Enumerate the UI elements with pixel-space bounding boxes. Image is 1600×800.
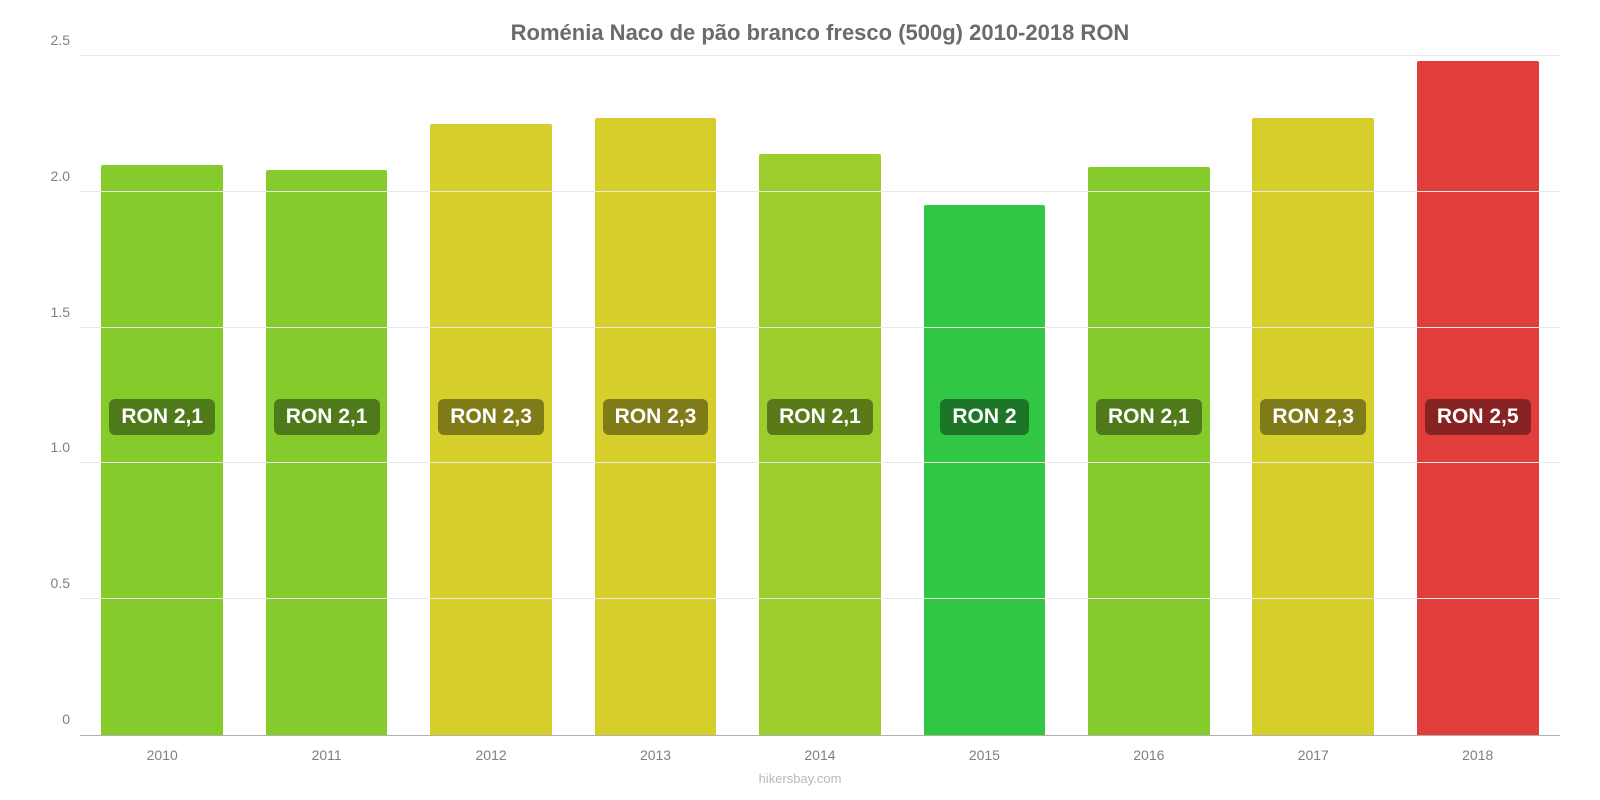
y-tick-label: 2.0 <box>30 168 70 184</box>
gridline <box>80 598 1560 599</box>
x-tick-label: 2011 <box>312 747 342 763</box>
bar-slot: RON 2,12014 <box>738 56 902 735</box>
bar-value-label: RON 2,1 <box>767 399 873 435</box>
bar <box>1088 167 1210 735</box>
bar-label-wrap: RON 2,3 <box>409 399 573 435</box>
bar-slot: RON 2,32013 <box>573 56 737 735</box>
bar-slot: RON 2,12016 <box>1067 56 1231 735</box>
bar-label-wrap: RON 2,3 <box>1231 399 1395 435</box>
bar-slot: RON 22015 <box>902 56 1066 735</box>
bar-value-label: RON 2,1 <box>274 399 380 435</box>
x-tick-label: 2017 <box>1298 747 1329 763</box>
chart-title: Roménia Naco de pão branco fresco (500g)… <box>80 20 1560 46</box>
bar <box>101 165 223 735</box>
bar-slot: RON 2,32017 <box>1231 56 1395 735</box>
x-tick-label: 2016 <box>1133 747 1164 763</box>
gridline <box>80 462 1560 463</box>
bar <box>759 154 881 735</box>
bar-label-wrap: RON 2,3 <box>573 399 737 435</box>
attribution-text: hikersbay.com <box>759 771 842 786</box>
x-tick-label: 2012 <box>476 747 507 763</box>
x-tick-label: 2014 <box>804 747 835 763</box>
bar-label-wrap: RON 2,5 <box>1396 399 1560 435</box>
y-tick-label: 1.0 <box>30 439 70 455</box>
x-tick-label: 2013 <box>640 747 671 763</box>
gridline <box>80 55 1560 56</box>
bar-label-wrap: RON 2,1 <box>738 399 902 435</box>
bar-slot: RON 2,12011 <box>244 56 408 735</box>
chart-container: Roménia Naco de pão branco fresco (500g)… <box>0 0 1600 800</box>
bars-group: RON 2,12010RON 2,12011RON 2,32012RON 2,3… <box>80 56 1560 735</box>
bar-value-label: RON 2,1 <box>1096 399 1202 435</box>
bar <box>924 205 1046 735</box>
x-tick-label: 2018 <box>1462 747 1493 763</box>
y-tick-label: 1.5 <box>30 304 70 320</box>
bar-value-label: RON 2,3 <box>438 399 544 435</box>
bar-slot: RON 2,52018 <box>1396 56 1560 735</box>
bar-label-wrap: RON 2,1 <box>80 399 244 435</box>
gridline <box>80 327 1560 328</box>
plot-area: RON 2,12010RON 2,12011RON 2,32012RON 2,3… <box>80 56 1560 736</box>
x-tick-label: 2010 <box>147 747 178 763</box>
bar <box>1417 61 1539 735</box>
gridline <box>80 191 1560 192</box>
bar-value-label: RON 2,1 <box>109 399 215 435</box>
x-tick-label: 2015 <box>969 747 1000 763</box>
y-tick-label: 2.5 <box>30 32 70 48</box>
bar-label-wrap: RON 2 <box>902 399 1066 435</box>
bar-value-label: RON 2 <box>940 399 1028 435</box>
bar-label-wrap: RON 2,1 <box>1067 399 1231 435</box>
bar-value-label: RON 2,3 <box>603 399 709 435</box>
bar-value-label: RON 2,5 <box>1425 399 1531 435</box>
bar-label-wrap: RON 2,1 <box>244 399 408 435</box>
bar-value-label: RON 2,3 <box>1260 399 1366 435</box>
bar <box>266 170 388 735</box>
bar-slot: RON 2,32012 <box>409 56 573 735</box>
y-tick-label: 0 <box>30 711 70 727</box>
y-tick-label: 0.5 <box>30 575 70 591</box>
bar-slot: RON 2,12010 <box>80 56 244 735</box>
